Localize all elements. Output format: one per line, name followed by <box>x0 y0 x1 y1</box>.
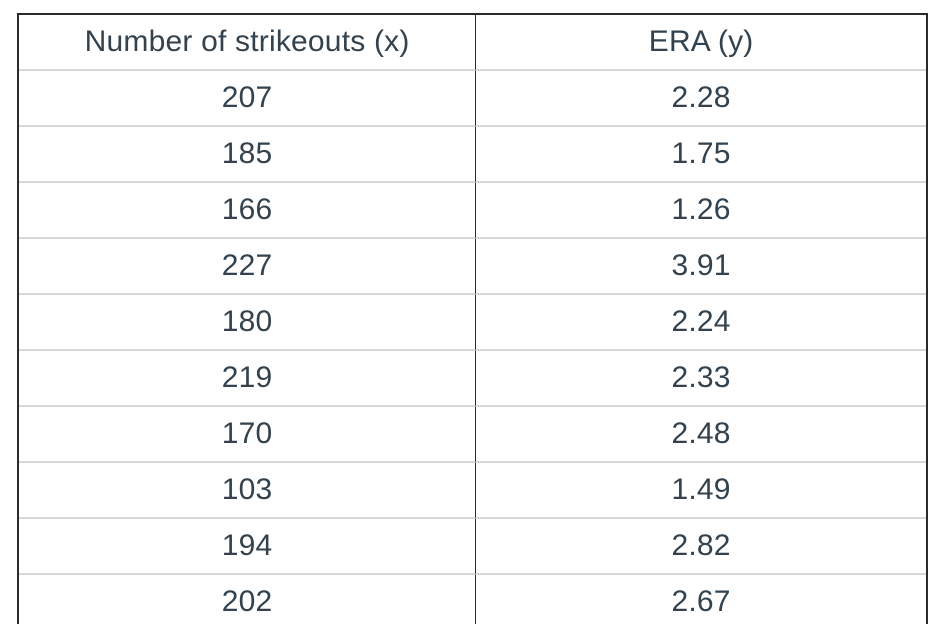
cell-strikeouts: 202 <box>19 575 477 624</box>
cell-strikeouts: 180 <box>19 295 477 351</box>
table-row: 207 2.28 <box>19 71 926 127</box>
strikeouts-era-table: Number of strikeouts (x) ERA (y) 207 2.2… <box>17 13 928 624</box>
cell-strikeouts: 194 <box>19 519 477 575</box>
cell-strikeouts: 170 <box>19 407 477 463</box>
cell-strikeouts: 219 <box>19 351 477 407</box>
table-row: 202 2.67 <box>19 575 926 624</box>
table-row: 194 2.82 <box>19 519 926 575</box>
cell-era: 2.24 <box>476 295 926 351</box>
table-row: 219 2.33 <box>19 351 926 407</box>
cell-era: 1.49 <box>476 463 926 519</box>
table-row: 227 3.91 <box>19 239 926 295</box>
cell-strikeouts: 207 <box>19 71 477 127</box>
cell-strikeouts: 185 <box>19 127 477 183</box>
cell-era: 3.91 <box>476 239 926 295</box>
table-body: 207 2.28 185 1.75 166 1.26 227 3.91 180 … <box>19 71 926 624</box>
cell-era: 2.28 <box>476 71 926 127</box>
cell-strikeouts: 166 <box>19 183 477 239</box>
cell-era: 2.82 <box>476 519 926 575</box>
cell-strikeouts: 227 <box>19 239 477 295</box>
table-row: 166 1.26 <box>19 183 926 239</box>
cell-era: 1.75 <box>476 127 926 183</box>
table-header: Number of strikeouts (x) ERA (y) <box>19 15 926 71</box>
table-row: 170 2.48 <box>19 407 926 463</box>
table-row: 103 1.49 <box>19 463 926 519</box>
column-header-era: ERA (y) <box>476 15 926 71</box>
cell-era: 1.26 <box>476 183 926 239</box>
cell-era: 2.67 <box>476 575 926 624</box>
cell-era: 2.48 <box>476 407 926 463</box>
table-row: 180 2.24 <box>19 295 926 351</box>
header-row: Number of strikeouts (x) ERA (y) <box>19 15 926 71</box>
cell-strikeouts: 103 <box>19 463 477 519</box>
column-header-strikeouts: Number of strikeouts (x) <box>19 15 477 71</box>
table-row: 185 1.75 <box>19 127 926 183</box>
cell-era: 2.33 <box>476 351 926 407</box>
